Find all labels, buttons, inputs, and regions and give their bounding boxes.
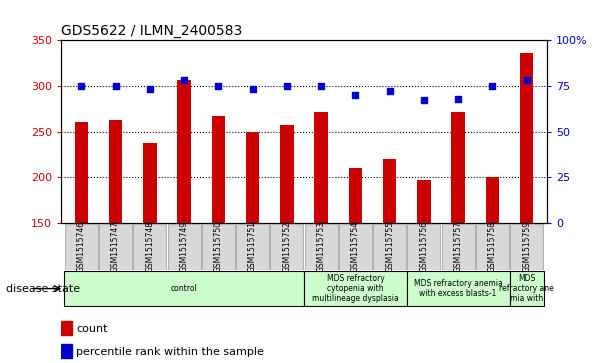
Text: disease state: disease state: [6, 284, 80, 294]
Text: GDS5622 / ILMN_2400583: GDS5622 / ILMN_2400583: [61, 24, 242, 37]
Bar: [109, 120, 122, 361]
FancyBboxPatch shape: [407, 271, 510, 306]
Text: GSM1515751: GSM1515751: [248, 221, 257, 272]
Bar: [178, 80, 191, 361]
Text: percentile rank within the sample: percentile rank within the sample: [77, 347, 264, 357]
Point: [282, 83, 292, 89]
FancyBboxPatch shape: [305, 224, 337, 270]
FancyBboxPatch shape: [133, 224, 167, 270]
Point: [179, 77, 189, 83]
Text: GSM1515749: GSM1515749: [179, 221, 188, 272]
Point: [385, 88, 395, 94]
FancyBboxPatch shape: [168, 224, 201, 270]
Text: GSM1515753: GSM1515753: [317, 221, 326, 272]
Bar: [61, 321, 72, 335]
Bar: [314, 112, 328, 361]
Bar: [61, 344, 72, 358]
Point: [145, 86, 154, 92]
Point: [77, 83, 86, 89]
Point: [213, 83, 223, 89]
Text: MDS refractory anemia
with excess blasts-1: MDS refractory anemia with excess blasts…: [414, 279, 503, 298]
Text: GSM1515759: GSM1515759: [522, 221, 531, 272]
Text: GSM1515747: GSM1515747: [111, 221, 120, 272]
FancyBboxPatch shape: [236, 224, 269, 270]
Point: [522, 77, 531, 83]
FancyBboxPatch shape: [510, 271, 544, 306]
Text: MDS refractory
cytopenia with
multilineage dysplasia: MDS refractory cytopenia with multilinea…: [312, 274, 399, 303]
Bar: [212, 116, 225, 361]
Point: [351, 92, 361, 98]
Bar: [280, 125, 294, 361]
Point: [454, 96, 463, 102]
FancyBboxPatch shape: [202, 224, 235, 270]
Text: control: control: [171, 284, 198, 293]
Bar: [451, 112, 465, 361]
Point: [316, 83, 326, 89]
Point: [488, 83, 497, 89]
Text: GSM1515750: GSM1515750: [214, 221, 223, 272]
FancyBboxPatch shape: [65, 224, 98, 270]
Bar: [383, 159, 396, 361]
FancyBboxPatch shape: [510, 224, 543, 270]
Point: [111, 83, 120, 89]
Text: count: count: [77, 323, 108, 334]
Text: MDS
refractory ane
mia with: MDS refractory ane mia with: [499, 274, 554, 303]
FancyBboxPatch shape: [476, 224, 509, 270]
Bar: [486, 178, 499, 361]
Bar: [348, 168, 362, 361]
FancyBboxPatch shape: [304, 271, 407, 306]
FancyBboxPatch shape: [99, 224, 132, 270]
FancyBboxPatch shape: [373, 224, 406, 270]
Text: GSM1515748: GSM1515748: [145, 221, 154, 272]
Text: GSM1515758: GSM1515758: [488, 221, 497, 272]
FancyBboxPatch shape: [339, 224, 372, 270]
Bar: [143, 143, 157, 361]
FancyBboxPatch shape: [271, 224, 303, 270]
FancyBboxPatch shape: [441, 224, 475, 270]
FancyBboxPatch shape: [407, 224, 440, 270]
Point: [247, 86, 257, 92]
Text: GSM1515754: GSM1515754: [351, 221, 360, 272]
Text: GSM1515757: GSM1515757: [454, 221, 463, 272]
Text: GSM1515746: GSM1515746: [77, 221, 86, 272]
Point: [419, 98, 429, 103]
Text: GSM1515756: GSM1515756: [420, 221, 429, 272]
Text: GSM1515755: GSM1515755: [385, 221, 394, 272]
Bar: [75, 122, 88, 361]
Bar: [520, 53, 533, 361]
FancyBboxPatch shape: [64, 271, 304, 306]
Bar: [417, 180, 430, 361]
Bar: [246, 131, 260, 361]
Text: GSM1515752: GSM1515752: [282, 221, 291, 272]
